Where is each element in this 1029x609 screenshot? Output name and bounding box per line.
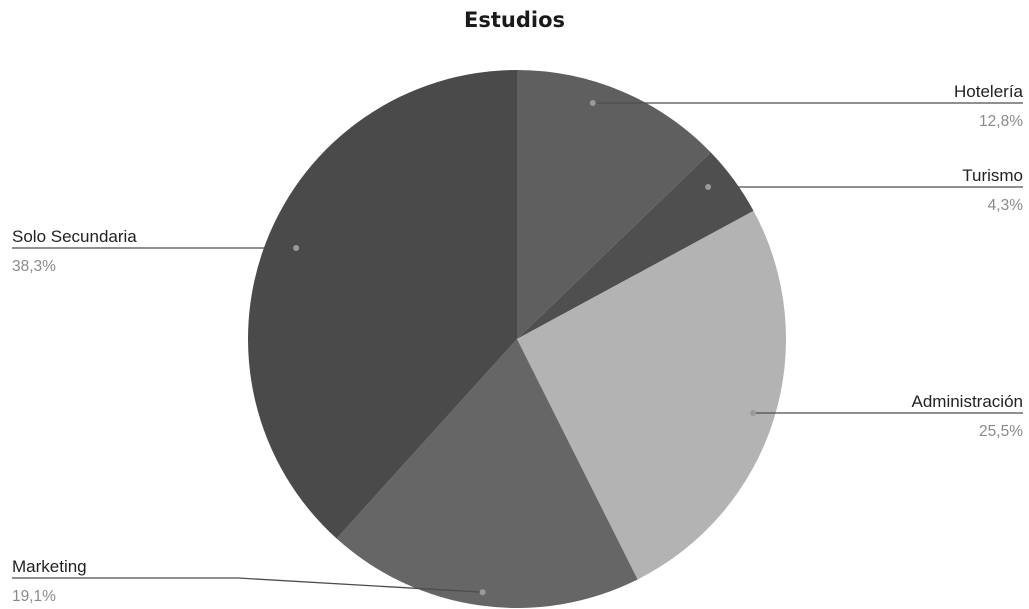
leader-dot-hoteleria: [589, 100, 596, 106]
leader-dot-turismo: [705, 184, 712, 190]
slice-value-turismo: 4,3%: [988, 197, 1024, 214]
slice-label-administracion: Administración: [912, 392, 1024, 411]
slice-value-administracion: 25,5%: [979, 423, 1023, 440]
slice-label-marketing: Marketing: [12, 557, 87, 576]
pie-slice-marketing: [336, 339, 638, 608]
pie-slice-hoteleria: [517, 70, 711, 339]
slice-value-marketing: 19,1%: [12, 588, 56, 605]
leader-line-marketing: [12, 577, 483, 593]
pie-slice-solo-secundaria: [248, 69, 517, 539]
slice-value-hoteleria: 12,8%: [979, 113, 1023, 130]
slice-labels: Hotelería 12,8% Turismo 4,3% Administración 2…: [12, 82, 1024, 605]
pie-slices: [248, 69, 787, 608]
slice-label-turismo: Turismo: [962, 166, 1023, 185]
leader-dot-administracion: [750, 410, 757, 416]
leader-lines: [12, 100, 1023, 596]
leader-dot-marketing: [479, 589, 486, 596]
slice-value-solo-secundaria: 38,3%: [12, 258, 56, 275]
slice-label-solo-secundaria: Solo Secundaria: [12, 227, 137, 246]
chart-title: Estudios: [464, 8, 565, 32]
leader-dot-solo-secundaria: [293, 245, 300, 251]
pie-slice-administracion: [517, 210, 787, 580]
slice-label-hoteleria: Hotelería: [954, 82, 1024, 101]
pie-slice-turismo: [517, 152, 754, 339]
